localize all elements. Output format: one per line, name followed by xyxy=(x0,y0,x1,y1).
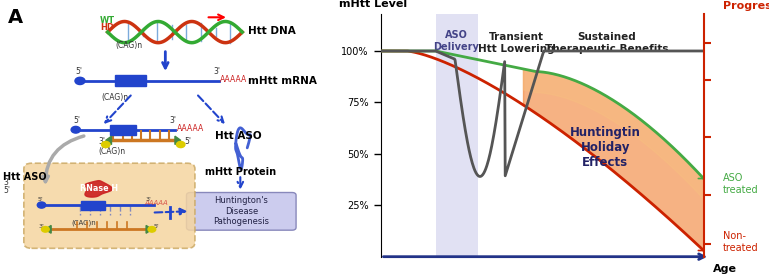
Circle shape xyxy=(102,141,110,148)
Text: 5': 5' xyxy=(185,137,191,146)
Text: Transient
Htt Lowering: Transient Htt Lowering xyxy=(478,32,554,54)
Circle shape xyxy=(42,227,49,232)
Polygon shape xyxy=(146,225,152,233)
Text: AAAAA: AAAAA xyxy=(145,200,168,206)
Text: Htt ASO: Htt ASO xyxy=(3,172,47,182)
Text: (CAG)n: (CAG)n xyxy=(102,93,129,102)
Text: 3': 3' xyxy=(145,197,151,202)
Text: RNase H: RNase H xyxy=(80,184,118,193)
Text: Disease
Progression: Disease Progression xyxy=(723,0,769,11)
FancyBboxPatch shape xyxy=(24,163,195,248)
Text: WT: WT xyxy=(100,16,115,25)
Bar xyxy=(109,125,137,135)
Polygon shape xyxy=(106,136,112,145)
Bar xyxy=(115,75,146,86)
Circle shape xyxy=(177,141,185,148)
Text: AAAAA: AAAAA xyxy=(177,124,204,133)
Text: Non-
treated: Non- treated xyxy=(723,231,759,253)
Text: A: A xyxy=(8,8,23,27)
Circle shape xyxy=(71,126,81,133)
Text: 3': 3' xyxy=(214,67,221,76)
Text: 5': 5' xyxy=(38,197,43,202)
Text: (CAG)n: (CAG)n xyxy=(115,41,142,50)
Text: (CAG)n: (CAG)n xyxy=(71,220,96,226)
Text: 3': 3' xyxy=(98,137,105,146)
Polygon shape xyxy=(45,225,51,233)
Bar xyxy=(435,14,478,257)
Text: 5': 5' xyxy=(3,186,10,195)
FancyBboxPatch shape xyxy=(186,193,296,230)
Text: 3': 3' xyxy=(3,178,10,187)
Text: AAAAA: AAAAA xyxy=(220,75,247,84)
Text: Age: Age xyxy=(714,264,737,274)
Bar xyxy=(81,201,105,210)
Text: Htt ASO: Htt ASO xyxy=(215,131,262,141)
Text: mHtt Protein: mHtt Protein xyxy=(205,167,276,177)
Text: (CAG)n: (CAG)n xyxy=(98,147,125,156)
Text: Huntingtin
Holiday
Effects: Huntingtin Holiday Effects xyxy=(570,126,641,169)
Text: mHtt mRNA: mHtt mRNA xyxy=(248,76,317,86)
Circle shape xyxy=(148,227,155,232)
Circle shape xyxy=(37,202,46,208)
Text: Huntington's
Disease
Pathogenesis: Huntington's Disease Pathogenesis xyxy=(214,196,269,226)
Circle shape xyxy=(75,77,85,85)
Polygon shape xyxy=(85,181,112,197)
Text: ASO
Delivery: ASO Delivery xyxy=(434,30,480,52)
Text: mHtt Level: mHtt Level xyxy=(338,0,407,9)
Text: 3': 3' xyxy=(38,224,45,229)
Text: 3': 3' xyxy=(169,116,176,125)
Text: Sustained
Therapeutic Benefits: Sustained Therapeutic Benefits xyxy=(545,32,668,54)
Text: 5': 5' xyxy=(73,116,80,125)
Text: Htt DNA: Htt DNA xyxy=(248,26,296,36)
Text: HD: HD xyxy=(100,23,114,32)
Polygon shape xyxy=(175,136,181,145)
Text: 5': 5' xyxy=(154,224,159,229)
Text: 5': 5' xyxy=(75,67,82,76)
Text: ASO
treated: ASO treated xyxy=(723,173,759,195)
